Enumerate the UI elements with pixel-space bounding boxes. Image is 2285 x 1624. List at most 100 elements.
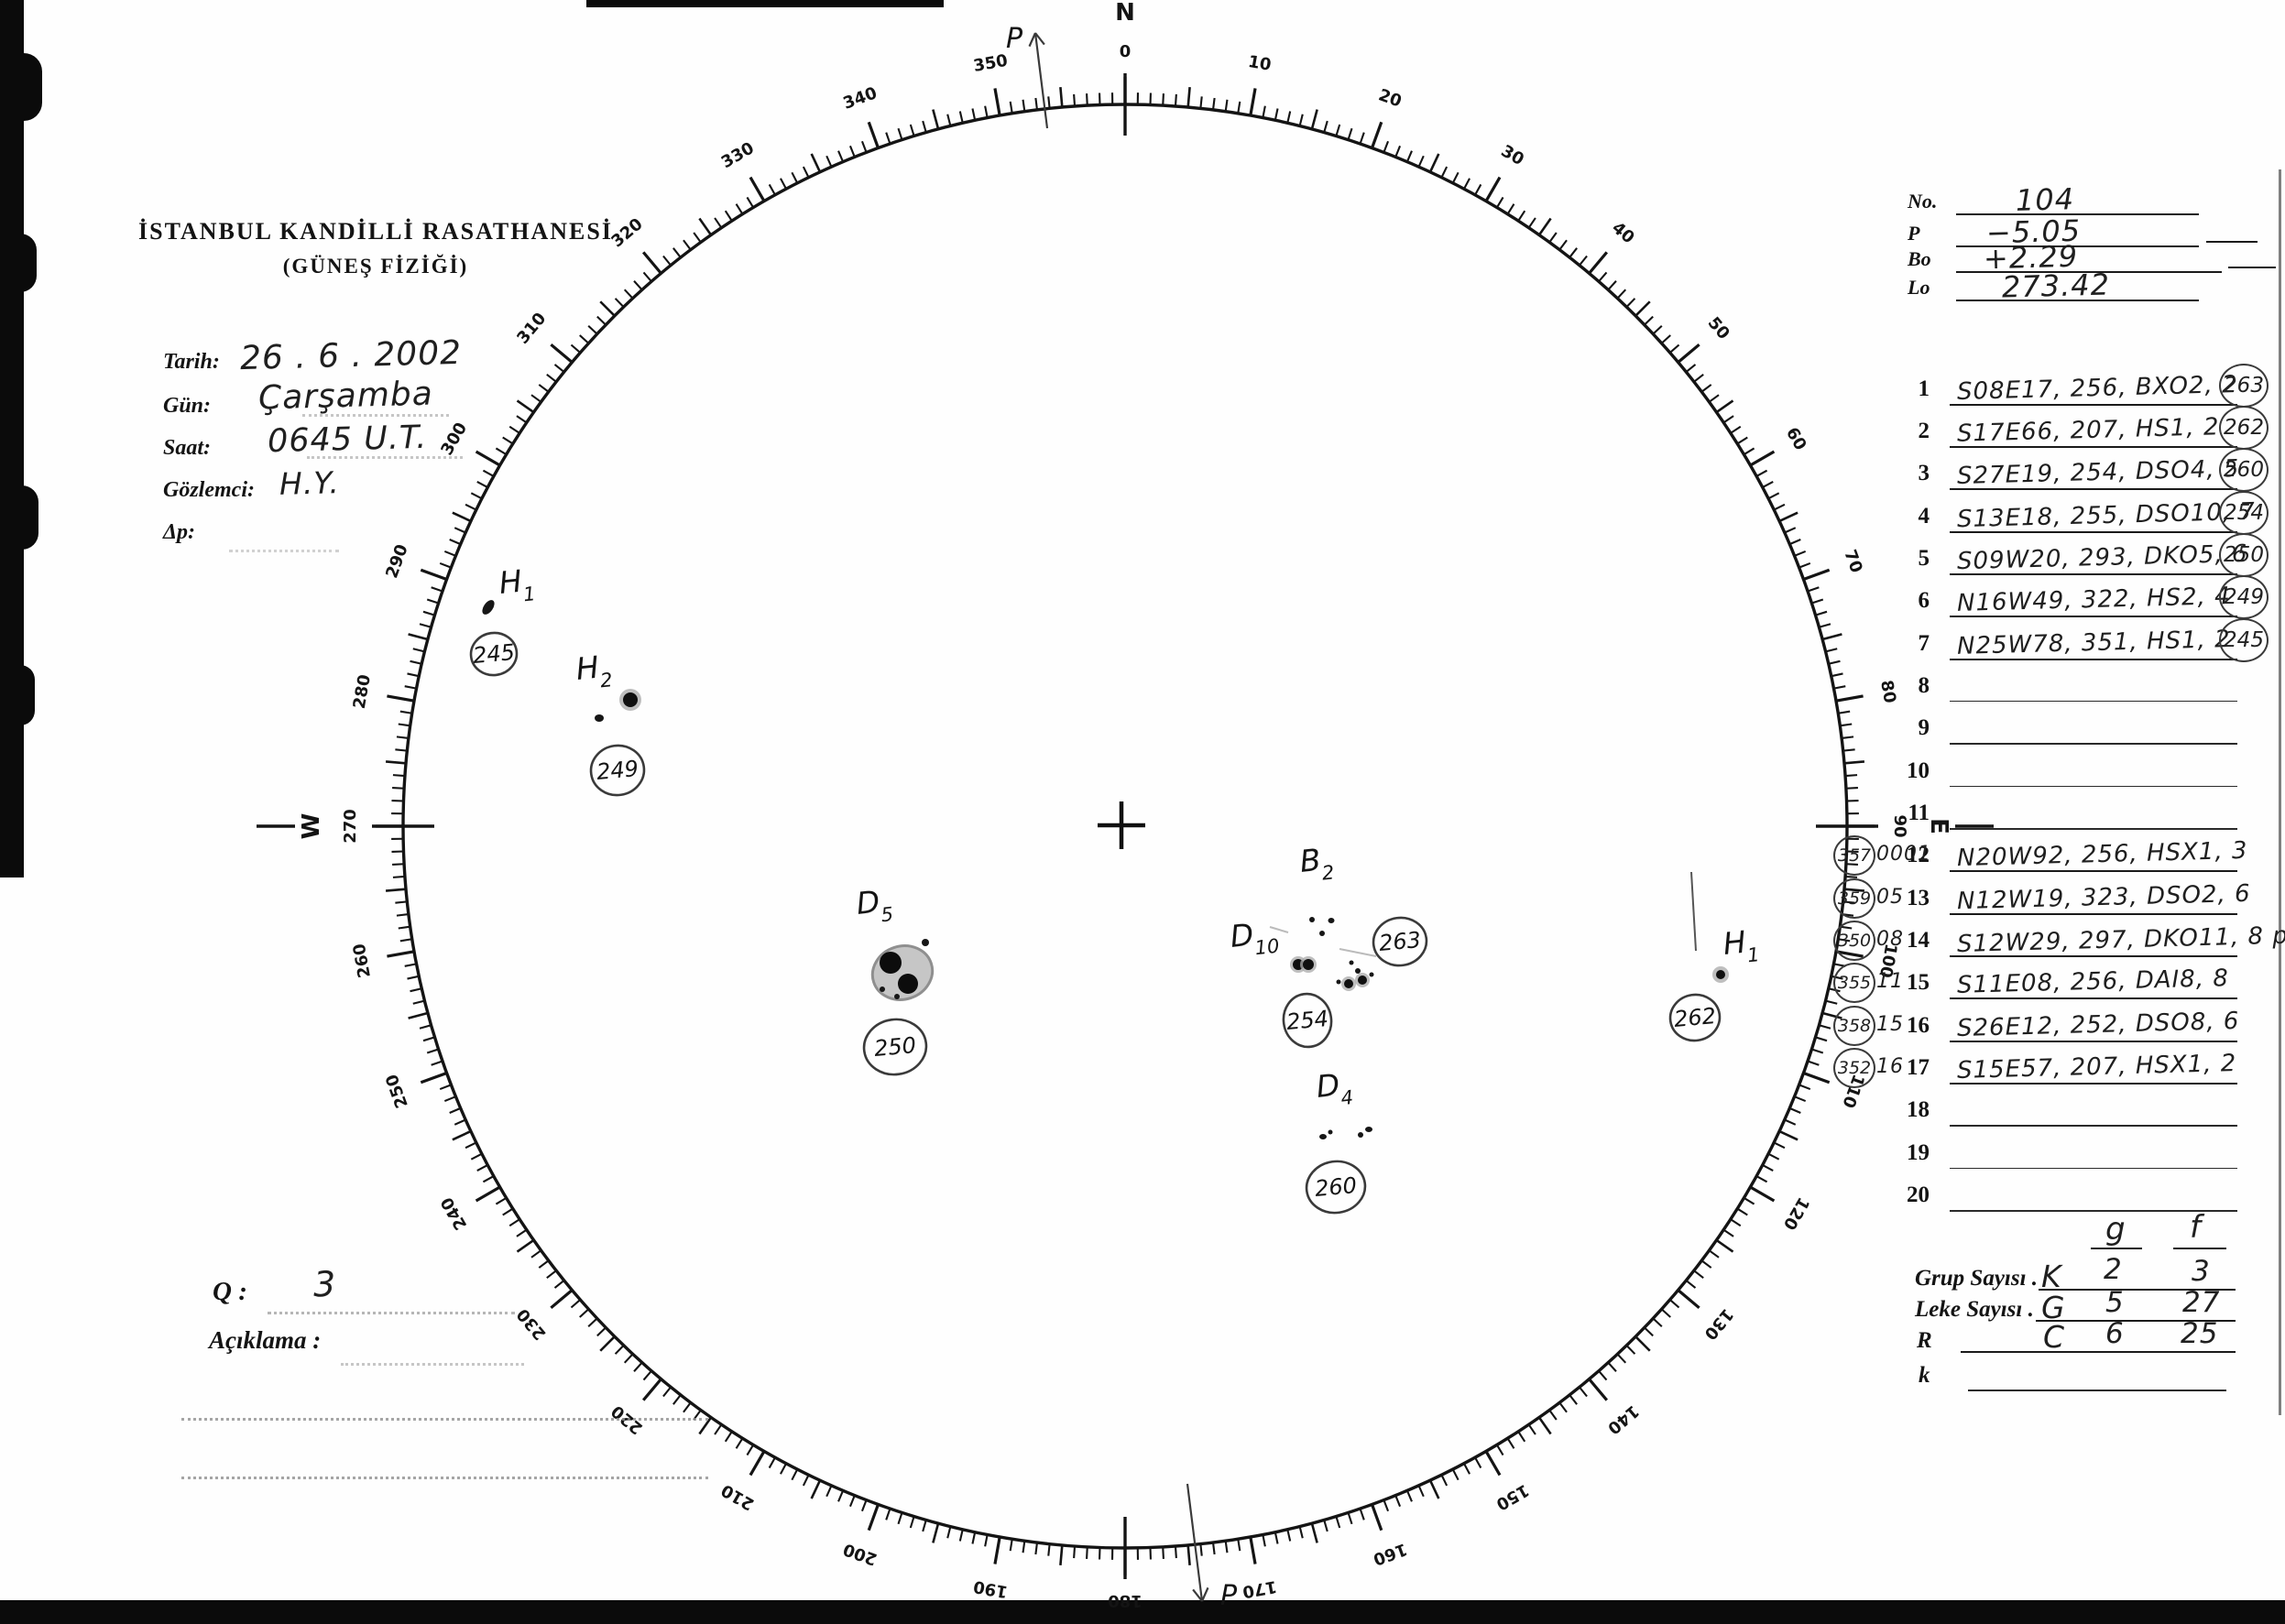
degree-tick <box>454 1118 466 1126</box>
degree-label: 0 <box>1120 42 1132 61</box>
degree-tick <box>392 863 405 866</box>
group-row-number: 9 <box>1918 715 1930 741</box>
degree-tick <box>1784 527 1797 534</box>
degree-tick <box>482 1175 495 1183</box>
degree-tick <box>672 1394 682 1405</box>
degree-tick <box>502 436 514 445</box>
group-row-underline <box>1950 1040 2237 1042</box>
degree-tick <box>633 280 643 291</box>
degree-tick <box>1700 1259 1712 1269</box>
degree-tick <box>1506 203 1515 215</box>
degree-tick <box>1262 1534 1266 1547</box>
degree-label: 250 <box>382 1072 412 1110</box>
degree-tick <box>475 450 501 467</box>
degree-label: 230 <box>513 1304 550 1343</box>
degree-tick <box>410 659 422 665</box>
group-row-underline-empty <box>1950 785 2237 788</box>
degree-tick <box>1819 623 1831 628</box>
degree-tick <box>1249 88 1257 116</box>
group-row-number: 3 <box>1918 461 1930 486</box>
degree-tick <box>1211 1542 1216 1555</box>
degree-tick <box>1323 120 1328 133</box>
r-f: 25 <box>2181 1317 2219 1350</box>
group-row-circle-number: 249 <box>2219 575 2269 620</box>
group-row-underline <box>1950 530 2237 533</box>
group-circle <box>469 631 519 677</box>
degree-tick <box>1073 1546 1077 1559</box>
degree-tick <box>426 1048 439 1054</box>
degree-tick <box>538 1259 550 1269</box>
group-row-underline-empty <box>1950 743 2237 745</box>
group-circle <box>1372 916 1428 967</box>
degree-tick <box>482 469 495 477</box>
degree-tick <box>443 1095 456 1103</box>
degree-tick <box>1298 1526 1304 1539</box>
degree-tick <box>1833 685 1846 690</box>
degree-tick <box>1371 1503 1383 1531</box>
degree-tick <box>1558 239 1568 251</box>
degree-tick <box>724 210 733 222</box>
sunspot-umbra <box>1303 959 1314 970</box>
degree-tick <box>1736 436 1748 445</box>
degree-tick <box>825 1485 833 1498</box>
sunspot-dot <box>1349 960 1354 965</box>
r-label: R <box>1917 1328 1932 1353</box>
degree-tick <box>1807 586 1820 593</box>
group-row-left-circle-number: 350 <box>1833 921 1875 962</box>
degree-tick <box>579 334 590 344</box>
degree-label: 80 <box>1876 679 1899 704</box>
degree-tick <box>1625 1345 1636 1355</box>
degree-tick <box>1249 1536 1257 1564</box>
degree-tick <box>1598 1370 1608 1381</box>
degree-tick <box>1598 271 1608 282</box>
degree-tick <box>1162 1546 1164 1559</box>
degree-tick <box>407 975 420 980</box>
degree-tick <box>1237 101 1241 114</box>
degree-tick <box>1579 255 1588 267</box>
degree-tick <box>1798 561 1811 569</box>
degree-label: 150 <box>1492 1480 1532 1514</box>
group-row-number: 7 <box>1918 630 1930 656</box>
group-circle <box>1668 993 1722 1042</box>
degree-label: 160 <box>1371 1539 1409 1569</box>
degree-tick <box>1347 127 1353 140</box>
degree-tick <box>465 503 477 511</box>
sunspot-group-penumbra <box>870 944 935 1001</box>
degree-tick <box>1174 93 1177 106</box>
group-label-H1: H1 <box>1722 922 1761 969</box>
degree-tick <box>810 153 822 173</box>
group-circle-number: 263 <box>1378 927 1422 956</box>
degree-tick <box>922 1520 927 1532</box>
sunspot-dot <box>1365 1127 1372 1132</box>
degree-tick <box>516 1228 528 1237</box>
degree-tick <box>1815 610 1828 616</box>
degree-tick <box>1579 1386 1588 1398</box>
degree-tick <box>1794 550 1807 557</box>
degree-tick <box>993 88 1001 116</box>
degree-tick <box>495 1196 508 1205</box>
degree-tick <box>641 1378 662 1401</box>
ephemeris-underline <box>1956 300 2199 301</box>
degree-tick <box>1474 183 1482 196</box>
degree-label: 210 <box>718 1480 758 1514</box>
group-row-circle-number: 254 <box>2219 490 2269 535</box>
degree-tick <box>553 364 565 373</box>
degree-tick <box>431 1060 443 1066</box>
degree-tick <box>454 527 466 534</box>
degree-tick <box>1224 1541 1229 1553</box>
observer-value: H.Y. <box>279 464 341 502</box>
degree-tick <box>749 1450 766 1477</box>
degree-tick <box>897 127 903 140</box>
group-row-number: 17 <box>1907 1055 1930 1081</box>
degree-tick <box>1047 96 1051 109</box>
degree-tick <box>579 1308 590 1318</box>
group-row-left-circle-number: 352 <box>1833 1048 1875 1089</box>
degree-label: 140 <box>1603 1401 1642 1438</box>
degree-tick <box>1548 232 1558 244</box>
degree-tick <box>698 217 713 236</box>
group-row-number: 10 <box>1907 758 1930 783</box>
degree-tick <box>546 374 557 383</box>
scan-edge-top <box>586 0 944 7</box>
degree-tick <box>1537 1416 1552 1435</box>
degree-tick <box>1588 251 1609 275</box>
